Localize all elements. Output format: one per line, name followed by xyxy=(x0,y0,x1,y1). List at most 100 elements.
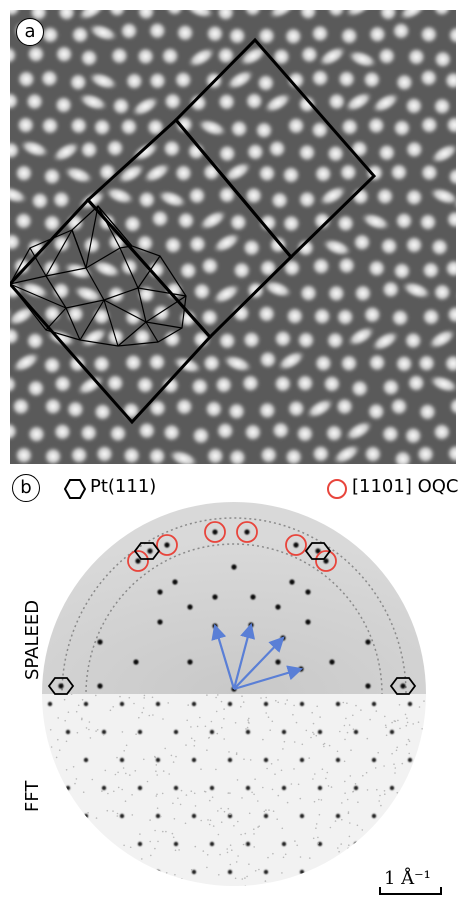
atom-blob xyxy=(15,115,36,136)
atom-blob xyxy=(299,44,320,65)
leed-spot xyxy=(323,558,329,564)
fft-spot xyxy=(209,841,215,847)
atom-blob xyxy=(10,232,22,252)
leed-spot xyxy=(157,619,163,625)
leed-spot xyxy=(275,604,281,610)
atom-blob xyxy=(432,282,453,303)
atom-blob xyxy=(347,49,378,69)
fft-spot xyxy=(47,869,53,875)
atom-blob xyxy=(109,45,130,66)
atom-blob xyxy=(63,165,94,185)
atom-blob xyxy=(336,69,357,89)
atom-blob xyxy=(335,307,356,327)
atom-blob xyxy=(344,420,374,442)
fft-spot xyxy=(47,757,53,763)
atom-blob xyxy=(79,327,109,349)
fft-spot xyxy=(353,729,359,735)
atom-blob xyxy=(43,396,63,417)
atom-blob xyxy=(257,349,278,370)
leed-spot xyxy=(293,542,299,548)
atom-blob xyxy=(404,187,425,208)
atom-blob xyxy=(321,238,353,257)
atom-blob xyxy=(339,26,360,46)
atom-blob xyxy=(404,139,425,160)
atom-blob xyxy=(432,10,452,18)
atom-blob xyxy=(188,92,209,113)
atom-blob xyxy=(217,184,237,205)
fft-spot xyxy=(335,701,341,707)
atom-blob xyxy=(76,374,106,396)
leed-spot xyxy=(133,659,139,665)
fft-spot xyxy=(425,729,426,735)
atom-blob xyxy=(111,96,131,117)
atom-blob xyxy=(16,69,37,90)
atom-blob xyxy=(335,213,356,234)
spaleed-label: SPALEED xyxy=(22,599,43,680)
atom-blob xyxy=(317,45,347,67)
atom-blob xyxy=(119,256,140,277)
leed-spot xyxy=(275,659,281,665)
atom-blob xyxy=(296,330,316,351)
atom-blob xyxy=(228,212,249,233)
atom-blob xyxy=(294,423,315,444)
atom-blob xyxy=(51,141,81,163)
atom-blob xyxy=(212,283,241,305)
atom-blob xyxy=(416,353,437,374)
atom-blob xyxy=(420,260,441,281)
leed-spot xyxy=(289,579,295,585)
pt111-markers xyxy=(47,542,417,695)
leed-spot xyxy=(187,659,193,665)
atom-blob xyxy=(298,283,319,304)
atom-blob xyxy=(428,186,456,206)
atom-lattice xyxy=(10,10,456,464)
atom-blob xyxy=(119,20,139,41)
atom-blob xyxy=(122,214,143,234)
atom-blob xyxy=(257,400,278,421)
atom-blob xyxy=(147,70,168,91)
fft-spot xyxy=(263,757,269,763)
atom-blob xyxy=(394,72,415,93)
atom-blob xyxy=(263,92,293,114)
atom-blob xyxy=(79,47,100,68)
atom-blob xyxy=(352,232,372,253)
atom-blob xyxy=(272,373,293,394)
atom-blob xyxy=(271,46,292,67)
fft-spot xyxy=(209,785,215,791)
atom-blob xyxy=(380,377,401,398)
atom-blob xyxy=(367,352,388,373)
atom-blob xyxy=(297,142,317,163)
fft-spot xyxy=(191,757,197,763)
panel-b-label: b xyxy=(12,474,40,502)
atom-blob xyxy=(429,237,450,258)
fft-spot xyxy=(281,729,287,735)
atom-blob xyxy=(108,423,128,444)
atom-blob xyxy=(51,189,72,210)
fft-spot xyxy=(317,729,323,735)
atom-blob xyxy=(217,143,238,164)
atom-blob xyxy=(77,10,107,21)
leed-spot xyxy=(58,683,64,689)
fft-spot xyxy=(227,869,233,875)
atom-blob xyxy=(13,163,34,184)
atom-blob xyxy=(379,236,400,257)
atom-blob xyxy=(87,23,119,42)
atom-blob xyxy=(175,22,196,43)
fft-spot xyxy=(155,757,161,763)
fft-spot xyxy=(119,757,125,763)
fft-spot xyxy=(65,841,71,847)
fft-spot xyxy=(371,869,377,875)
atom-blob xyxy=(29,190,50,211)
atom-blob xyxy=(361,69,382,90)
atom-blob xyxy=(136,420,157,441)
fft-spot xyxy=(101,785,107,791)
leed-spot xyxy=(157,589,163,595)
atom-blob xyxy=(336,255,357,276)
atom-blob xyxy=(283,446,304,464)
atom-blob xyxy=(19,280,50,300)
atom-blob xyxy=(403,95,424,116)
fft-spot xyxy=(281,841,287,847)
atom-blob xyxy=(215,420,236,441)
atom-blob xyxy=(190,425,211,446)
atom-blob xyxy=(256,303,277,324)
hexagon-icon xyxy=(64,479,86,499)
